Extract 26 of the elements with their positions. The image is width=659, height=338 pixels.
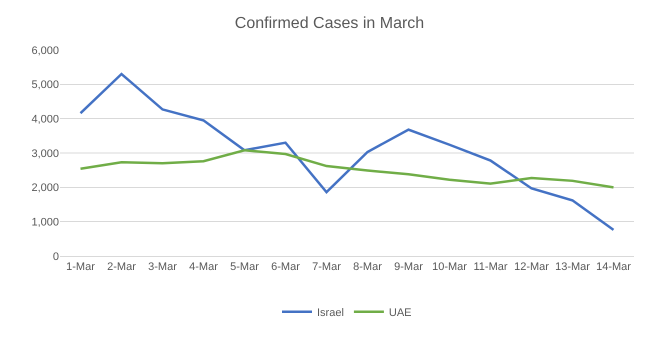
x-tick-label: 9-Mar [394, 261, 424, 274]
line-series [79, 72, 615, 232]
y-tick-label: 2,000 [31, 182, 59, 194]
y-tick-label: 1,000 [31, 216, 59, 229]
x-tick-label: 10-Mar [432, 261, 468, 274]
x-tick-label: 5-Mar [230, 261, 260, 274]
x-tick-label: 3-Mar [148, 261, 178, 274]
x-tick-label: 2-Mar [107, 261, 136, 274]
x-tick-label: 12-Mar [514, 261, 550, 274]
x-tick-label: 4-Mar [189, 261, 218, 274]
x-tick-label: 13-Mar [555, 261, 590, 274]
x-tick-label: 11-Mar [473, 261, 508, 274]
legend-label: UAE [388, 306, 412, 319]
line-series [79, 149, 615, 189]
legend-label: Israel [317, 306, 344, 319]
x-tick-label: 14-Mar [596, 261, 632, 274]
x-tick-label: 6-Mar [271, 261, 300, 274]
y-tick-label: 3,000 [31, 148, 59, 160]
x-tick-label: 8-Mar [353, 261, 382, 274]
x-tick-label: 1-Mar [66, 261, 96, 274]
y-tick-label: 4,000 [31, 114, 59, 126]
x-tick-label: 7-Mar [312, 261, 342, 274]
chart-title: Confirmed Cases in March [234, 15, 424, 32]
y-tick-label: 6,000 [31, 44, 59, 57]
y-tick-label: 5,000 [31, 79, 59, 92]
y-tick-label: 0 [52, 250, 59, 263]
